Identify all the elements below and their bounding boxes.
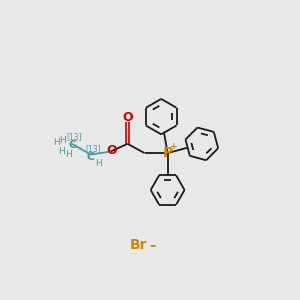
Text: O: O (122, 111, 133, 124)
Text: C: C (68, 140, 76, 150)
Text: [13]: [13] (85, 144, 101, 153)
Text: O: O (107, 144, 118, 157)
Text: H: H (58, 147, 65, 156)
Text: H: H (95, 159, 102, 168)
Text: +: + (170, 142, 178, 152)
Text: H: H (59, 136, 65, 145)
Text: [13]: [13] (67, 132, 82, 141)
Text: C: C (86, 152, 95, 162)
Text: Br: Br (130, 238, 147, 252)
Text: H: H (65, 150, 72, 159)
Text: -: - (149, 238, 155, 253)
Text: P: P (163, 146, 173, 160)
Text: H: H (53, 138, 60, 147)
